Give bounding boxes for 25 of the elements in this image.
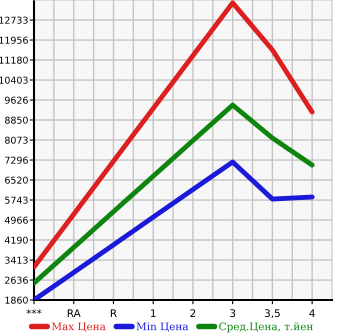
y-tick-label: 4190 xyxy=(4,236,28,244)
x-tick-label: 2 xyxy=(190,309,196,317)
line-series xyxy=(34,0,315,270)
y-tick-label: 7296 xyxy=(5,156,28,164)
y-tick-label: 9626 xyxy=(5,96,28,104)
y-tick-label: 4966 xyxy=(4,216,28,224)
y-tick-label: 3413 xyxy=(5,256,28,264)
x-tick-label: R xyxy=(110,309,117,317)
y-tick-label: 8073 xyxy=(5,136,28,144)
x-tick-label: 1 xyxy=(151,309,156,317)
line-series xyxy=(34,102,315,286)
x-tick-label: 3,5 xyxy=(264,309,280,318)
legend-label: Max Цена xyxy=(52,322,106,332)
y-tick-label: 6520 xyxy=(5,176,28,184)
legend-label: Min Цена xyxy=(136,322,188,332)
x-tick-label: 4 xyxy=(309,309,315,317)
legend-label: Сред.Цена, т.йен xyxy=(219,322,313,332)
y-tick-label: 1860 xyxy=(5,296,28,304)
y-tick-label: 8850 xyxy=(5,116,28,124)
x-tick-label: 3 xyxy=(230,309,236,318)
x-tick-label: *** xyxy=(26,309,42,314)
y-tick-label: 2636 xyxy=(5,276,28,284)
y-tick-label: 5743 xyxy=(5,196,28,204)
line-series xyxy=(34,160,315,300)
x-tick-label: RA xyxy=(68,309,81,317)
